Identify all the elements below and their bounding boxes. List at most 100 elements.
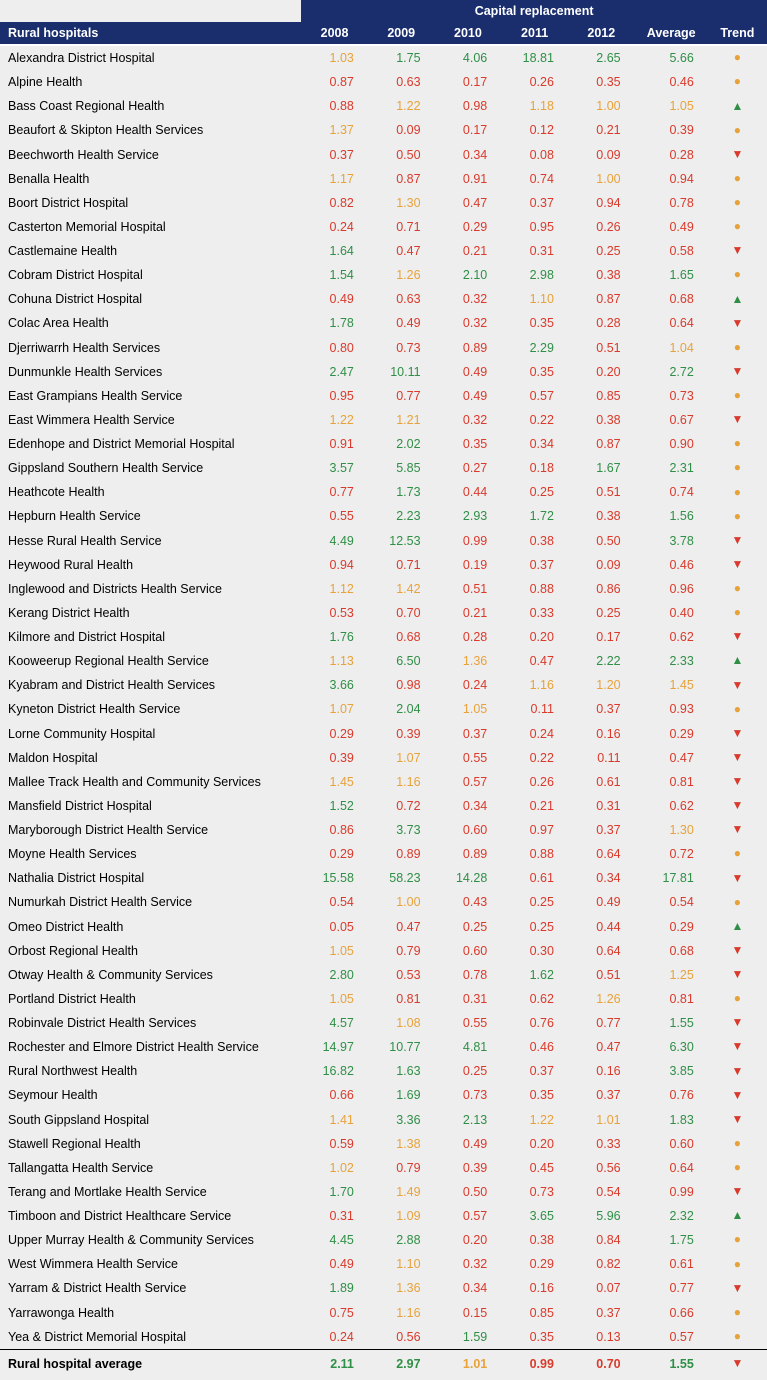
cell-trend: ● (708, 577, 767, 601)
cell-average: 0.90 (635, 432, 708, 456)
cell-value: 0.37 (568, 697, 635, 721)
cell-trend: ▼ (708, 1083, 767, 1107)
triangle-up-icon: ▲ (731, 1208, 743, 1222)
cell-value: 0.24 (301, 1325, 368, 1350)
cell-trend: ● (708, 215, 767, 239)
cell-value: 0.13 (568, 1325, 635, 1350)
cell-value: 0.64 (568, 939, 635, 963)
cell-value: 1.41 (301, 1108, 368, 1132)
cell-trend: ● (708, 167, 767, 191)
table-row: Casterton Memorial Hospital0.240.710.290… (0, 215, 767, 239)
cell-value: 0.29 (301, 842, 368, 866)
row-name: Mansfield District Hospital (0, 794, 301, 818)
cell-value: 0.47 (368, 239, 435, 263)
cell-trend: ● (708, 842, 767, 866)
cell-value: 0.35 (501, 360, 568, 384)
row-name: East Grampians Health Service (0, 384, 301, 408)
cell-value: 4.06 (435, 45, 502, 70)
cell-value: 0.39 (435, 1156, 502, 1180)
cell-value: 0.32 (435, 1252, 502, 1276)
triangle-down-icon: ▼ (731, 1039, 743, 1053)
cell-value: 0.55 (435, 746, 502, 770)
cell-value: 3.66 (301, 673, 368, 697)
cell-value: 0.97 (501, 818, 568, 842)
cell-trend: ▼ (708, 722, 767, 746)
cell-value: 0.53 (301, 601, 368, 625)
table-row: Moyne Health Services0.290.890.890.880.6… (0, 842, 767, 866)
cell-value: 1.26 (568, 987, 635, 1011)
cell-value: 0.50 (368, 143, 435, 167)
cell-value: 0.84 (568, 1228, 635, 1252)
cell-average: 0.74 (635, 480, 708, 504)
cell-value: 0.49 (435, 1132, 502, 1156)
row-name: Heathcote Health (0, 480, 301, 504)
cell-value: 1.18 (501, 94, 568, 118)
cell-trend: ● (708, 1132, 767, 1156)
cell-value: 0.98 (435, 94, 502, 118)
cell-value: 0.51 (568, 480, 635, 504)
row-name: West Wimmera Health Service (0, 1252, 301, 1276)
row-name: Seymour Health (0, 1083, 301, 1107)
cell-value: 0.26 (501, 70, 568, 94)
cell-value: 1.69 (368, 1083, 435, 1107)
cell-trend: ● (708, 601, 767, 625)
cell-value: 0.54 (301, 890, 368, 914)
table-row: Portland District Health1.050.810.310.62… (0, 987, 767, 1011)
cell-value: 0.73 (435, 1083, 502, 1107)
cell-value: 0.07 (568, 1276, 635, 1300)
cell-value: 0.87 (301, 70, 368, 94)
row-name: Beechworth Health Service (0, 143, 301, 167)
cell-value: 0.87 (568, 287, 635, 311)
cell-value: 0.25 (435, 1059, 502, 1083)
cell-average: 0.39 (635, 118, 708, 142)
cell-value: 2.93 (435, 504, 502, 528)
cell-trend: ▼ (708, 746, 767, 770)
triangle-down-icon: ▼ (731, 316, 743, 330)
row-name: Benalla Health (0, 167, 301, 191)
cell-value: 1.10 (501, 287, 568, 311)
cell-value: 58.23 (368, 866, 435, 890)
cell-value: 2.65 (568, 45, 635, 70)
cell-trend: ▼ (708, 553, 767, 577)
cell-average: 0.67 (635, 408, 708, 432)
cell-value: 0.49 (301, 1252, 368, 1276)
cell-value: 0.27 (435, 456, 502, 480)
table-row: Omeo District Health0.050.470.250.250.44… (0, 915, 767, 939)
cell-trend: ▼ (708, 1276, 767, 1300)
cell-average: 2.33 (635, 649, 708, 673)
cell-value: 1.07 (301, 697, 368, 721)
cell-value: 0.31 (501, 239, 568, 263)
circle-icon: ● (734, 460, 741, 474)
cell-trend: ● (708, 1228, 767, 1252)
row-name: Inglewood and Districts Health Service (0, 577, 301, 601)
cell-value: 1.00 (568, 94, 635, 118)
circle-icon: ● (734, 436, 741, 450)
row-name: Timboon and District Healthcare Service (0, 1204, 301, 1228)
cell-value: 0.38 (501, 529, 568, 553)
capital-replacement-table: Capital replacement Rural hospitals 2008… (0, 0, 767, 1380)
cell-trend: ● (708, 191, 767, 215)
table-row: Kyneton District Health Service1.072.041… (0, 697, 767, 721)
cell-average: 2.32 (635, 1204, 708, 1228)
header-average: Average (635, 22, 708, 45)
cell-trend: ● (708, 263, 767, 287)
cell-trend: ● (708, 697, 767, 721)
cell-trend: ▼ (708, 1108, 767, 1132)
triangle-down-icon: ▼ (731, 871, 743, 885)
cell-value: 0.66 (301, 1083, 368, 1107)
cell-value: 15.58 (301, 866, 368, 890)
cell-value: 0.68 (368, 625, 435, 649)
cell-value: 2.97 (368, 1349, 435, 1380)
circle-icon: ● (734, 267, 741, 281)
cell-value: 0.26 (568, 215, 635, 239)
table-row: Yarram & District Health Service1.891.36… (0, 1276, 767, 1300)
cell-value: 1.22 (501, 1108, 568, 1132)
cell-value: 0.25 (435, 915, 502, 939)
cell-value: 1.09 (368, 1204, 435, 1228)
header-trend: Trend (708, 22, 767, 45)
row-name: Stawell Regional Health (0, 1132, 301, 1156)
cell-value: 1.63 (368, 1059, 435, 1083)
cell-value: 0.15 (435, 1301, 502, 1325)
cell-value: 0.38 (568, 263, 635, 287)
cell-value: 0.71 (368, 553, 435, 577)
